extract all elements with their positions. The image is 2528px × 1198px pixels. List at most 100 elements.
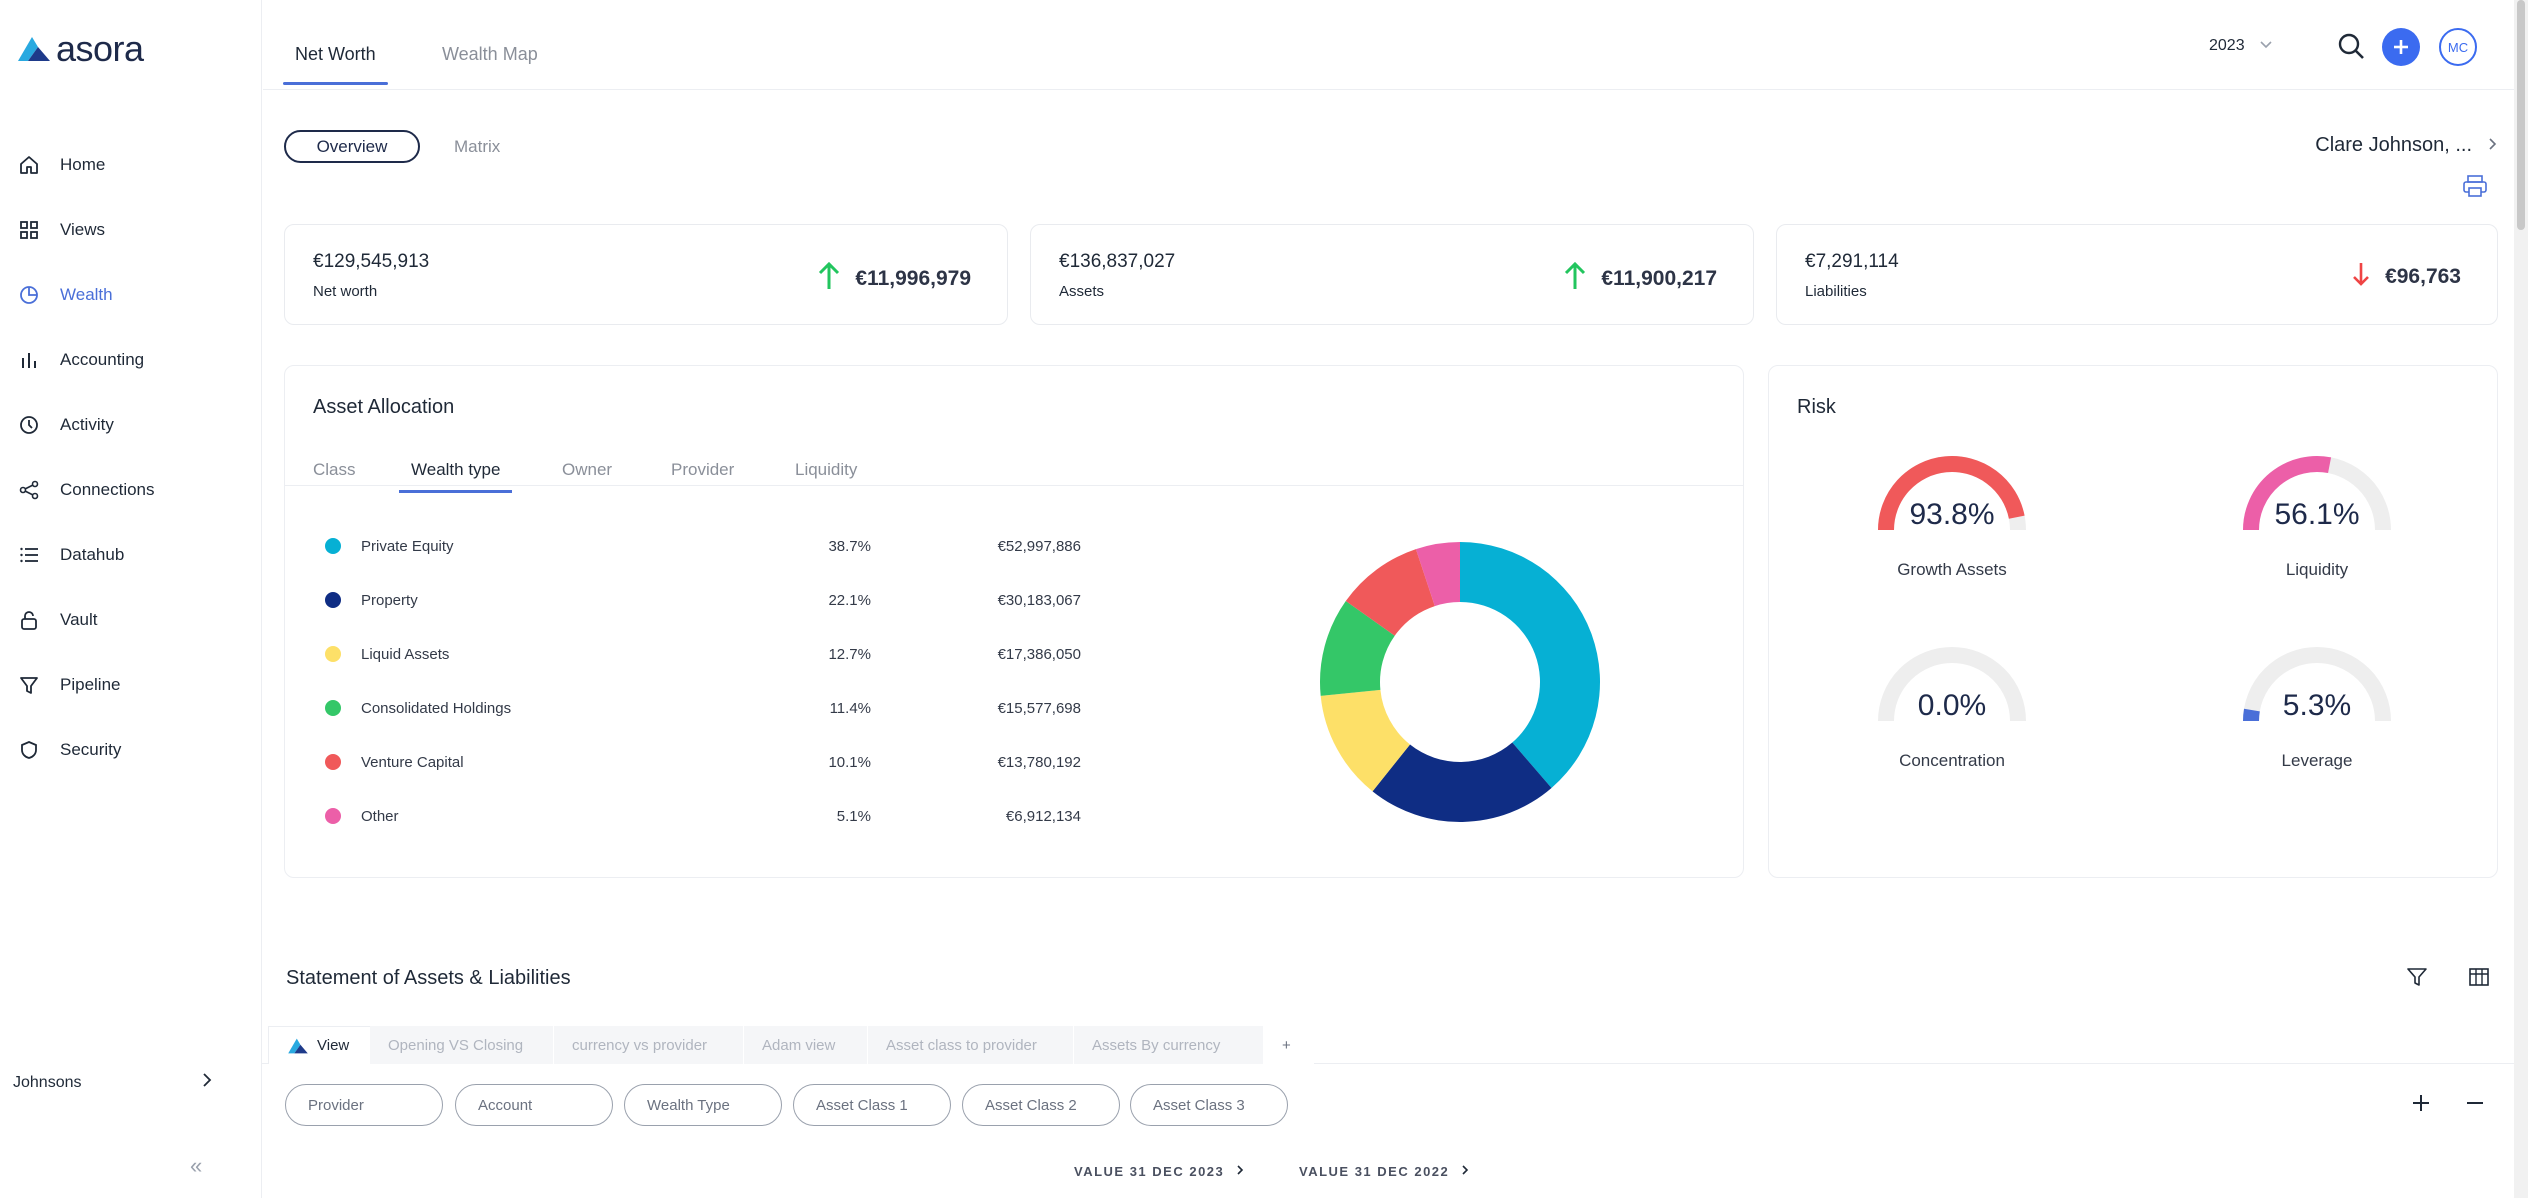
tab-view[interactable]: View	[268, 1026, 374, 1064]
allocation-donut-chart[interactable]	[1310, 532, 1610, 832]
view-tab-label: View	[317, 1037, 350, 1054]
filter-icon[interactable]	[2406, 966, 2428, 993]
donut-slice-liquid-assets[interactable]	[1320, 689, 1411, 792]
sidebar-nav: Home Views Wealth Accounting Activity Co…	[0, 132, 262, 782]
sidebar-item-vault[interactable]: Vault	[0, 587, 262, 652]
kpi-delta: €96,763	[2351, 261, 2461, 293]
legend-amount: €30,183,067	[997, 591, 1081, 609]
legend-dot	[325, 538, 341, 554]
home-icon	[18, 154, 40, 176]
filter-asset-class-2[interactable]: Asset Class 2	[962, 1084, 1120, 1126]
tab-opening-vs-closing[interactable]: Opening VS Closing	[370, 1026, 554, 1064]
add-view-tab-button[interactable]: +	[1264, 1026, 1314, 1064]
collapse-sidebar-icon[interactable]: «	[190, 1153, 203, 1178]
brand-logo[interactable]: asora	[16, 28, 144, 70]
filter-wealth-type[interactable]: Wealth Type	[624, 1084, 782, 1126]
donut-slice-private-equity[interactable]	[1460, 542, 1600, 788]
legend-row[interactable]: Consolidated Holdings 11.4% €15,577,698	[325, 693, 1125, 723]
legend-amount: €13,780,192	[997, 753, 1081, 771]
legend-row[interactable]: Private Equity 38.7% €52,997,886	[325, 531, 1125, 561]
legend-dot	[325, 592, 341, 608]
risk-gauge-leverage[interactable]: 5.3% Leverage	[2217, 641, 2417, 781]
donut-slice-consolidated-holdings[interactable]	[1320, 601, 1395, 696]
workspace-switcher[interactable]: Johnsons	[13, 1072, 213, 1093]
donut-slice-other[interactable]	[1415, 542, 1460, 607]
legend-name: Other	[361, 807, 399, 825]
sidebar-item-accounting[interactable]: Accounting	[0, 327, 262, 392]
legend-name: Property	[361, 591, 418, 609]
sidebar-item-home[interactable]: Home	[0, 132, 262, 197]
gauge-arc	[2243, 647, 2391, 722]
matrix-tab[interactable]: Matrix	[454, 137, 501, 156]
filter-provider[interactable]: Provider	[285, 1084, 443, 1126]
gauge-fill	[1878, 456, 2025, 531]
pie-chart-icon	[18, 284, 40, 306]
donut-slice-property[interactable]	[1372, 742, 1552, 822]
sidebar-item-connections[interactable]: Connections	[0, 457, 262, 522]
risk-panel: Risk 93.8% Growth Assets 56.1% Liquidity…	[1768, 365, 2498, 878]
sidebar-item-label: Connections	[60, 479, 155, 499]
overview-tab[interactable]: Overview	[284, 130, 420, 163]
asora-logo-icon	[18, 37, 50, 61]
asora-logo-icon	[288, 1038, 308, 1053]
search-icon[interactable]	[2331, 26, 2371, 66]
arrow-up-icon	[1563, 261, 1587, 297]
filter-asset-class-1[interactable]: Asset Class 1	[793, 1084, 951, 1126]
year-select[interactable]: 2023	[2209, 37, 2273, 55]
tab-adam-view[interactable]: Adam view	[744, 1026, 868, 1064]
tab-asset-class-to-provider[interactable]: Asset class to provider	[868, 1026, 1074, 1064]
sidebar-item-pipeline[interactable]: Pipeline	[0, 652, 262, 717]
gauge-value: 0.0%	[1917, 689, 1987, 722]
tab-assets-by-currency[interactable]: Assets By currency	[1074, 1026, 1264, 1064]
view-tabs: View Opening VS Closing currency vs prov…	[262, 1026, 2528, 1064]
collapse-all-button[interactable]	[2464, 1088, 2486, 1122]
risk-gauge-concentration[interactable]: 0.0% Concentration	[1852, 641, 2052, 781]
legend-amount: €6,912,134	[1005, 807, 1081, 825]
sidebar-item-activity[interactable]: Activity	[0, 392, 262, 457]
donut-slice-venture-capital[interactable]	[1345, 549, 1435, 636]
tab-liquidity[interactable]: Liquidity	[795, 460, 858, 479]
tab-provider[interactable]: Provider	[671, 460, 735, 479]
tab-wealth-type[interactable]: Wealth type	[398, 460, 514, 493]
kpi-value: €136,837,027	[1059, 251, 1176, 272]
legend-row[interactable]: Property 22.1% €30,183,067	[325, 585, 1125, 615]
risk-gauge-growth-assets[interactable]: 93.8% Growth Assets	[1852, 450, 2052, 590]
page-scrollbar[interactable]	[2514, 0, 2528, 1198]
allocation-tabs: Class Wealth type Owner Provider Liquidi…	[285, 446, 1743, 493]
scrollbar-thumb[interactable]	[2517, 0, 2525, 230]
filter-asset-class-3[interactable]: Asset Class 3	[1130, 1084, 1288, 1126]
print-icon[interactable]	[2462, 174, 2488, 203]
add-button[interactable]	[2381, 27, 2421, 67]
gauge-track	[1878, 647, 2026, 722]
tab-owner[interactable]: Owner	[562, 460, 613, 479]
kpi-delta: €11,996,979	[817, 261, 971, 297]
columns-icon[interactable]	[2468, 966, 2490, 993]
column-header-2022[interactable]: VALUE 31 DEC 2022	[1299, 1164, 1469, 1179]
plus-icon	[2413, 1095, 2429, 1111]
column-header-label: VALUE 31 DEC 2023	[1074, 1164, 1225, 1179]
legend-row[interactable]: Liquid Assets 12.7% €17,386,050	[325, 639, 1125, 669]
sidebar-item-security[interactable]: Security	[0, 717, 262, 782]
bar-chart-icon	[18, 349, 40, 371]
tab-class[interactable]: Class	[313, 460, 356, 479]
tab-wealth-map[interactable]: Wealth Map	[442, 44, 538, 64]
tab-net-worth[interactable]: Net Worth	[283, 44, 388, 85]
expand-all-button[interactable]	[2410, 1088, 2432, 1122]
chevron-down-icon	[2259, 37, 2273, 55]
gauge-label: Growth Assets	[1897, 560, 2007, 579]
column-header-2023[interactable]: VALUE 31 DEC 2023	[1074, 1164, 1244, 1179]
user-avatar-button[interactable]: MC	[2438, 27, 2478, 67]
legend-name: Consolidated Holdings	[361, 699, 512, 717]
sidebar-item-datahub[interactable]: Datahub	[0, 522, 262, 587]
legend-row[interactable]: Other 5.1% €6,912,134	[325, 801, 1125, 831]
tab-currency-vs-provider[interactable]: currency vs provider	[554, 1026, 744, 1064]
sidebar-item-label: Datahub	[60, 544, 125, 564]
client-selector[interactable]: Clare Johnson, ...	[2315, 134, 2498, 157]
filter-account[interactable]: Account	[455, 1084, 613, 1126]
sidebar-item-views[interactable]: Views	[0, 197, 262, 262]
risk-gauge-liquidity[interactable]: 56.1% Liquidity	[2217, 450, 2417, 590]
legend-row[interactable]: Venture Capital 10.1% €13,780,192	[325, 747, 1125, 777]
sidebar-item-wealth[interactable]: Wealth	[0, 262, 262, 327]
arrow-up-icon	[817, 261, 841, 297]
grid-icon	[18, 219, 40, 241]
